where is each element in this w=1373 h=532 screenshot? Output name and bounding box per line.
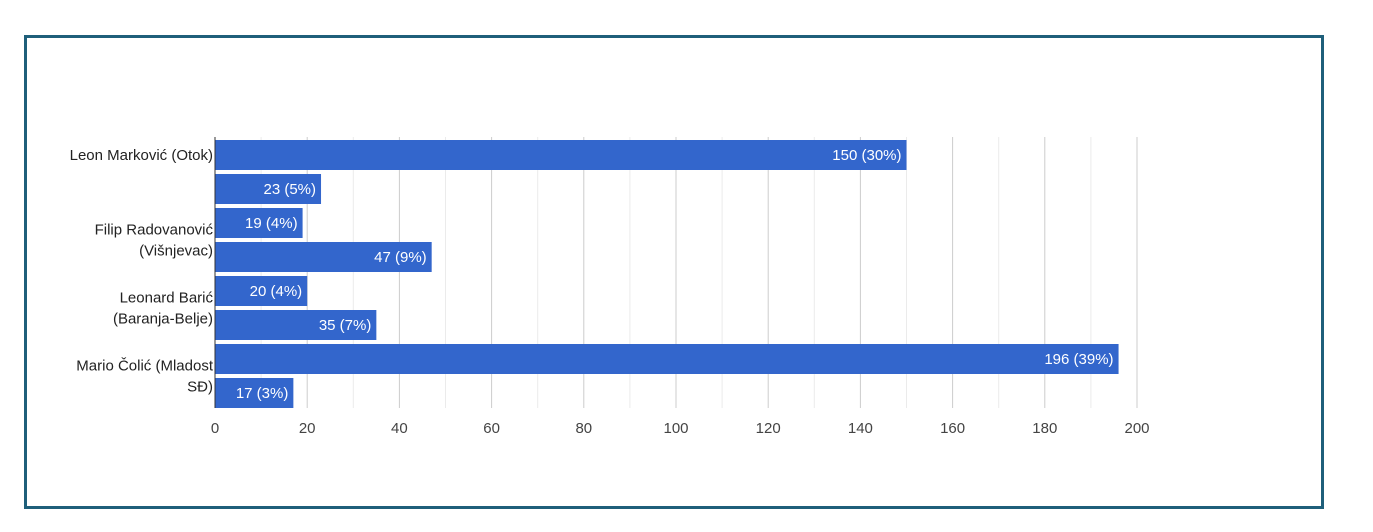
- bar-data-label: 35 (7%): [319, 317, 372, 334]
- x-tick-label: 100: [663, 420, 688, 437]
- category-label-line: SĐ): [187, 379, 213, 396]
- bar-data-label: 19 (4%): [245, 215, 298, 232]
- category-label: Leonard Barić (Baranja-Belje): [113, 290, 214, 328]
- x-tick-label: 20: [299, 420, 316, 437]
- bar: [215, 242, 432, 272]
- category-label: Filip Radovanović (Višnjevac): [95, 222, 214, 260]
- bar-data-label: 17 (3%): [236, 385, 289, 402]
- category-label-line: Leonard Barić: [120, 290, 214, 307]
- bar: [215, 378, 294, 408]
- bar: [215, 174, 322, 204]
- bar: [215, 276, 308, 306]
- bar-data-label: 196 (39%): [1044, 351, 1113, 368]
- category-label-line: (Baranja-Belje): [113, 311, 213, 328]
- bar-data-label: 23 (5%): [263, 181, 316, 198]
- x-axis-ticks: 0 20 40 60 80 100 120 140 160 180 200: [211, 420, 1150, 437]
- category-label-line: Leon Marković (Otok): [70, 147, 213, 164]
- category-label: Leon Marković (Otok): [70, 147, 213, 164]
- bar: [215, 208, 303, 238]
- x-tick-label: 60: [483, 420, 500, 437]
- bar-data-label: 47 (9%): [374, 249, 427, 266]
- x-tick-label: 180: [1032, 420, 1057, 437]
- x-tick-label: 120: [756, 420, 781, 437]
- category-label-line: Mario Čolić (Mladost: [76, 358, 214, 375]
- bar: [215, 310, 377, 340]
- category-label: Mario Čolić (Mladost SĐ): [76, 358, 214, 396]
- bars: 150 (30%) 23 (5%) 19 (4%) 47 (9%) 20 (4%) 35 …: [215, 140, 1119, 408]
- x-tick-label: 160: [940, 420, 965, 437]
- bar: [215, 140, 907, 170]
- x-tick-label: 0: [211, 420, 219, 437]
- bar-data-label: 20 (4%): [250, 283, 303, 300]
- category-labels: Leon Marković (Otok) Filip Radovanović (Vi…: [70, 147, 214, 396]
- x-tick-label: 80: [575, 420, 592, 437]
- bar-data-label: 150 (30%): [832, 147, 901, 164]
- x-tick-label: 140: [848, 420, 873, 437]
- x-tick-label: 200: [1124, 420, 1149, 437]
- category-label-line: Filip Radovanović: [95, 222, 214, 239]
- category-label-line: (Višnjevac): [139, 243, 213, 260]
- x-tick-label: 40: [391, 420, 408, 437]
- bar: [215, 344, 1119, 374]
